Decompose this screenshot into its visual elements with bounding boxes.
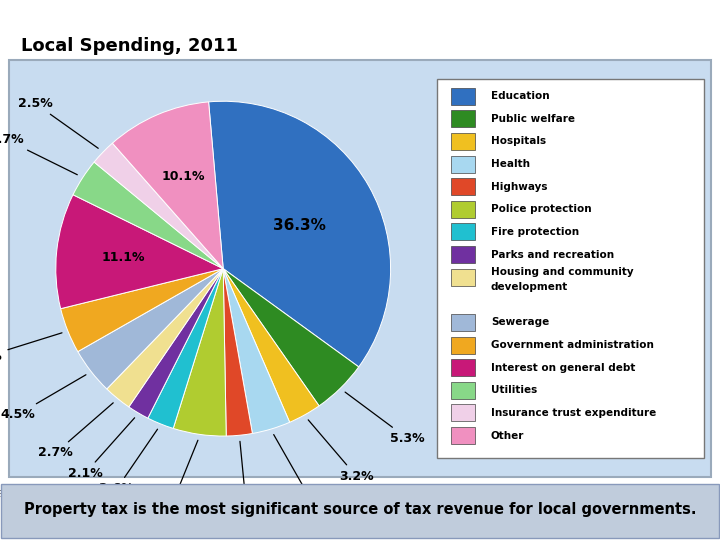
Text: Education: Education bbox=[491, 91, 549, 101]
Wedge shape bbox=[107, 268, 223, 407]
Text: 2.5%: 2.5% bbox=[17, 97, 98, 148]
Bar bbox=[451, 269, 475, 286]
Wedge shape bbox=[60, 268, 223, 352]
Wedge shape bbox=[223, 268, 253, 436]
Text: Health: Health bbox=[491, 159, 530, 169]
Bar bbox=[451, 156, 475, 173]
Bar bbox=[451, 224, 475, 240]
Text: 3.7%: 3.7% bbox=[274, 435, 326, 503]
Bar bbox=[451, 201, 475, 218]
Text: 3.2%: 3.2% bbox=[308, 420, 374, 483]
Text: Local Spending, 2011: Local Spending, 2011 bbox=[22, 37, 238, 55]
Wedge shape bbox=[73, 162, 223, 268]
Wedge shape bbox=[78, 268, 223, 389]
Text: 5.1%: 5.1% bbox=[155, 440, 198, 510]
Text: 11.1%: 11.1% bbox=[102, 251, 145, 265]
Text: Other: Other bbox=[491, 430, 524, 441]
Text: Insurance trust expenditure: Insurance trust expenditure bbox=[491, 408, 656, 418]
Wedge shape bbox=[129, 268, 223, 418]
Text: Parks and recreation: Parks and recreation bbox=[491, 249, 614, 260]
Wedge shape bbox=[223, 268, 319, 422]
Bar bbox=[451, 336, 475, 354]
FancyBboxPatch shape bbox=[9, 60, 711, 477]
Bar bbox=[451, 314, 475, 331]
Bar bbox=[451, 404, 475, 421]
FancyBboxPatch shape bbox=[437, 79, 704, 458]
Wedge shape bbox=[148, 268, 223, 428]
Wedge shape bbox=[223, 268, 359, 406]
Wedge shape bbox=[223, 268, 289, 434]
Wedge shape bbox=[94, 143, 223, 268]
Text: 3.7%: 3.7% bbox=[0, 133, 77, 175]
Text: 36.3%: 36.3% bbox=[272, 218, 325, 233]
Text: Utilities: Utilities bbox=[491, 385, 537, 395]
Text: 5.3%: 5.3% bbox=[345, 392, 424, 445]
Bar bbox=[451, 87, 475, 105]
Bar bbox=[451, 178, 475, 195]
Text: Housing and community: Housing and community bbox=[491, 267, 634, 276]
Text: 2.7%: 2.7% bbox=[38, 403, 113, 460]
Wedge shape bbox=[112, 102, 223, 268]
Text: Hospitals: Hospitals bbox=[491, 137, 546, 146]
Text: 2.1%: 2.1% bbox=[68, 418, 135, 480]
Wedge shape bbox=[174, 268, 226, 436]
Text: Public welfare: Public welfare bbox=[491, 114, 575, 124]
Wedge shape bbox=[56, 195, 223, 309]
Bar bbox=[451, 382, 475, 399]
Bar bbox=[451, 246, 475, 263]
Text: Government administration: Government administration bbox=[491, 340, 654, 350]
Text: 4.5%: 4.5% bbox=[1, 375, 86, 421]
Text: Police protection: Police protection bbox=[491, 204, 592, 214]
Wedge shape bbox=[209, 102, 390, 367]
Text: SOURCE: U.S. Census Bureau: SOURCE: U.S. Census Bureau bbox=[0, 490, 96, 499]
Bar bbox=[451, 427, 475, 444]
Text: Highways: Highways bbox=[491, 181, 547, 192]
Text: 4.4%: 4.4% bbox=[0, 333, 62, 363]
FancyBboxPatch shape bbox=[1, 484, 719, 538]
Bar bbox=[451, 110, 475, 127]
Bar bbox=[451, 133, 475, 150]
Text: Interest on general debt: Interest on general debt bbox=[491, 363, 635, 373]
Text: Property tax is the most significant source of tax revenue for local governments: Property tax is the most significant sou… bbox=[24, 502, 696, 517]
Text: 10.1%: 10.1% bbox=[162, 170, 205, 183]
Text: 2.5%: 2.5% bbox=[229, 441, 264, 512]
Text: development: development bbox=[491, 282, 568, 292]
Text: 2.6%: 2.6% bbox=[99, 429, 158, 496]
Text: Sewerage: Sewerage bbox=[491, 318, 549, 327]
Bar bbox=[451, 359, 475, 376]
Text: Fire protection: Fire protection bbox=[491, 227, 579, 237]
